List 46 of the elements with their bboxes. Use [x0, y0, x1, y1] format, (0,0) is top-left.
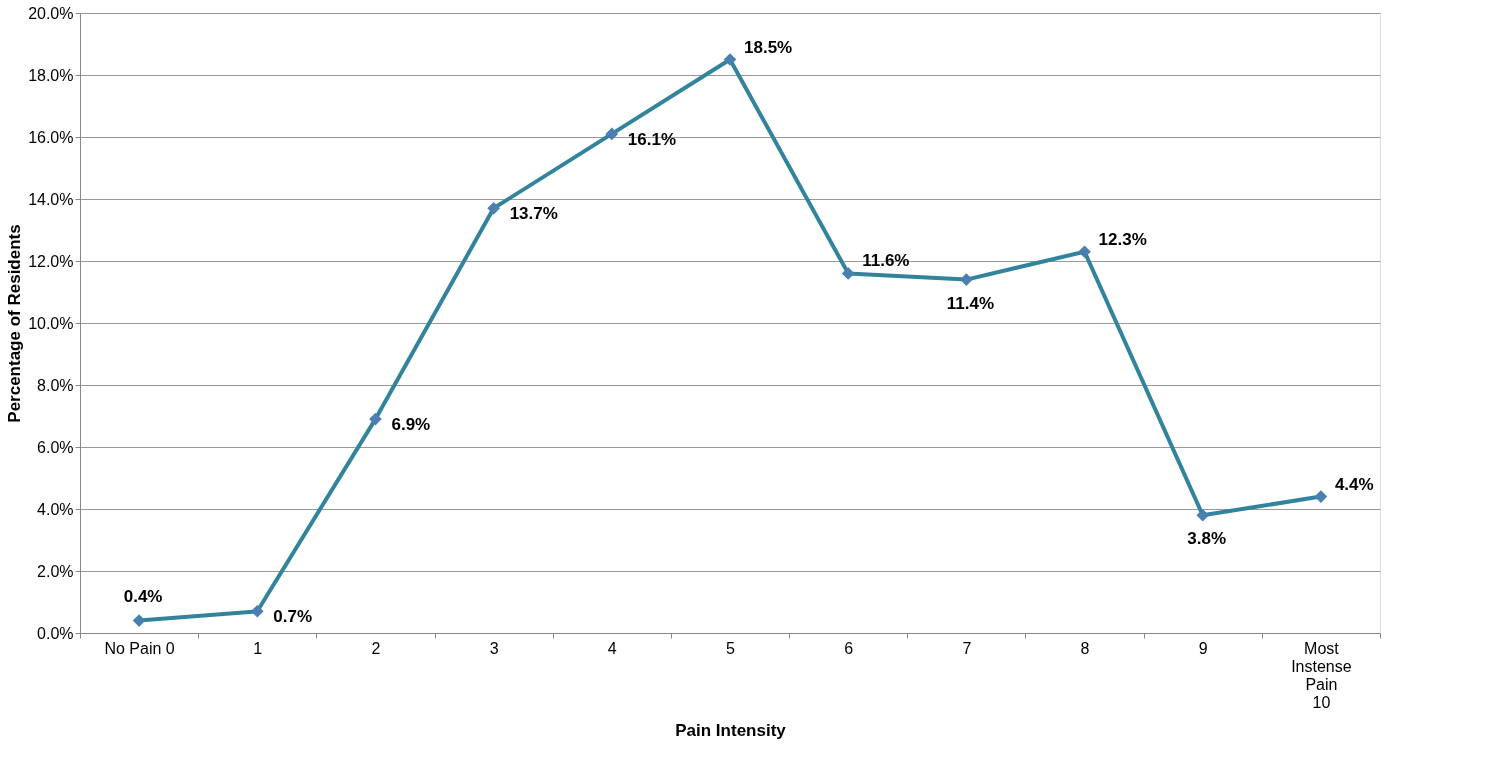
data-label: 12.3%: [1098, 229, 1147, 249]
x-tick-label: 3: [489, 639, 499, 657]
data-label: 3.8%: [1187, 529, 1227, 549]
data-label: 11.4%: [946, 293, 994, 313]
point: [605, 127, 619, 141]
y-tick-label: 12.0%: [28, 252, 74, 270]
point: [487, 201, 500, 215]
x-axis-title: Pain Intensity: [675, 720, 787, 740]
data-label: 0.4%: [123, 586, 163, 606]
y-tick-label: 10.0%: [28, 314, 74, 332]
data-label: 13.7%: [509, 204, 558, 224]
x-tick-label: 6: [844, 639, 854, 657]
y-tick-label: 18.0%: [28, 66, 74, 84]
y-tick-label: 6.0%: [37, 438, 74, 456]
x-tick-label: 5: [726, 639, 736, 657]
data-label: 6.9%: [391, 415, 431, 435]
data-label: 4.4%: [1334, 474, 1374, 494]
x-tick-label: 7: [962, 639, 972, 657]
point: [841, 267, 855, 280]
x-tick-label: No Pain 0: [104, 639, 175, 657]
data-label: 16.1%: [627, 129, 677, 149]
y-tick-label: 16.0%: [28, 128, 74, 146]
y-axis-title: Percentage of Residents: [5, 224, 25, 423]
data-label: 0.7%: [273, 607, 313, 627]
y-tick-label: 4.0%: [37, 500, 74, 518]
point: [723, 53, 737, 66]
x-tick-label: 1: [253, 639, 263, 657]
x-tick-label: Most Instense Pain 10: [1291, 639, 1352, 711]
y-tick-label: 14.0%: [28, 190, 74, 208]
x-tick-label: 4: [607, 639, 617, 657]
data-label: 11.6%: [862, 251, 910, 271]
x-tick-label: 8: [1080, 639, 1090, 657]
y-tick-label: 8.0%: [37, 376, 74, 394]
y-tick-label: 20.0%: [28, 4, 74, 22]
point: [369, 412, 382, 426]
point: [1314, 490, 1328, 503]
y-tick-label: 2.0%: [37, 562, 74, 580]
point: [1078, 245, 1091, 259]
y-tick-label: 0.0%: [37, 624, 74, 642]
point: [132, 614, 146, 627]
data-label: 18.5%: [744, 37, 793, 57]
point: [250, 604, 264, 618]
point: [1196, 508, 1210, 522]
point: [960, 273, 973, 286]
x-tick-label: 2: [371, 639, 381, 657]
x-tick-label: 9: [1198, 639, 1208, 657]
